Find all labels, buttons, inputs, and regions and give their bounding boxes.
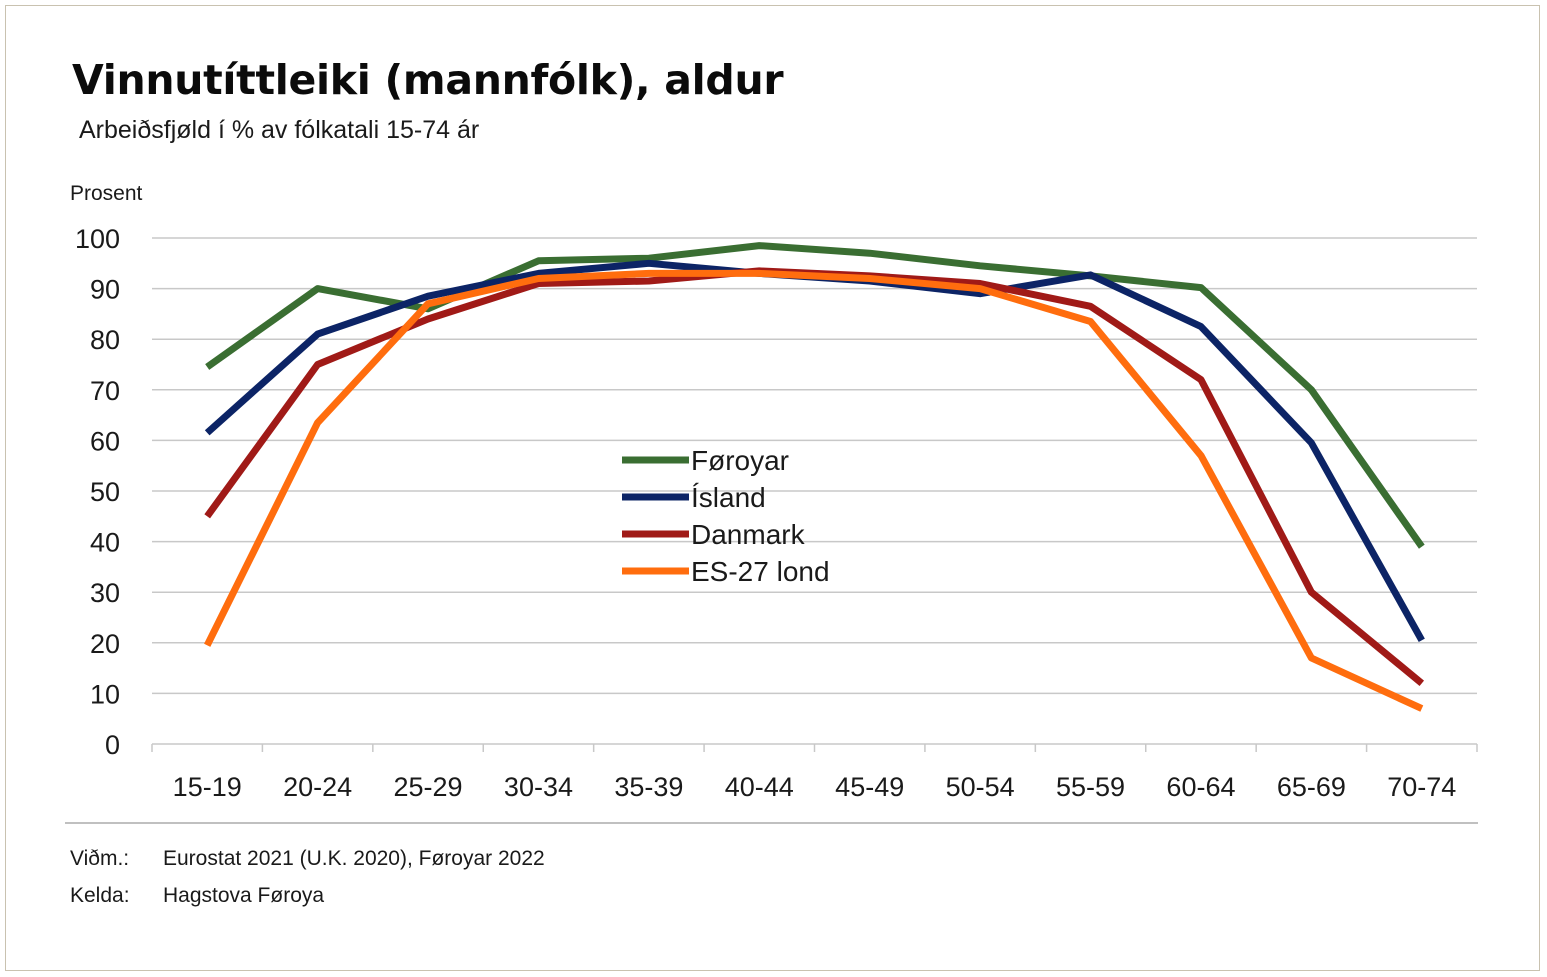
chart-frame [5, 5, 1540, 971]
y-tick-label: 40 [90, 528, 120, 558]
x-tick-label: 60-64 [1166, 772, 1235, 802]
x-tick-label: 55-59 [1056, 772, 1125, 802]
x-tick-label: 50-54 [946, 772, 1015, 802]
x-tick-label: 20-24 [283, 772, 352, 802]
y-tick-label: 90 [90, 275, 120, 305]
chart-title: Vinnutíttleiki (mannfólk), aldur [72, 56, 784, 104]
x-tick-label: 70-74 [1387, 772, 1456, 802]
x-tick-label: 65-69 [1277, 772, 1346, 802]
y-tick-label: 100 [75, 224, 120, 254]
footnote-text: Eurostat 2021 (U.K. 2020), Føroyar 2022 [163, 847, 545, 870]
source-label: Kelda: [70, 884, 130, 907]
y-tick-label: 10 [90, 679, 120, 709]
y-axis-label: Prosent [70, 182, 143, 205]
x-tick-label: 45-49 [835, 772, 904, 802]
x-tick-label: 40-44 [725, 772, 794, 802]
legend-label: Ísland [691, 482, 766, 513]
x-tick-label: 35-39 [614, 772, 683, 802]
x-tick-label: 15-19 [173, 772, 242, 802]
legend-label: ES-27 lond [691, 556, 830, 587]
x-tick-label: 30-34 [504, 772, 573, 802]
series-line-f-royar [205, 242, 1425, 549]
legend-label: Føroyar [691, 445, 789, 476]
y-tick-label: 70 [90, 376, 120, 406]
y-tick-label: 50 [90, 477, 120, 507]
y-tick-label: 0 [105, 730, 120, 760]
y-tick-label: 30 [90, 578, 120, 608]
chart-subtitle: Arbeiðsfjøld í % av fólkatali 15-74 ár [79, 116, 480, 144]
legend-label: Danmark [691, 519, 806, 550]
y-tick-label: 60 [90, 426, 120, 456]
y-tick-label: 80 [90, 325, 120, 355]
source-text: Hagstova Føroya [163, 884, 325, 907]
series-line-danmark [204, 267, 1425, 686]
x-tick-label: 25-29 [394, 772, 463, 802]
footnote-label: Viðm.: [70, 847, 130, 870]
y-tick-label: 20 [90, 629, 120, 659]
series-line-es-27-lond [204, 269, 1424, 712]
